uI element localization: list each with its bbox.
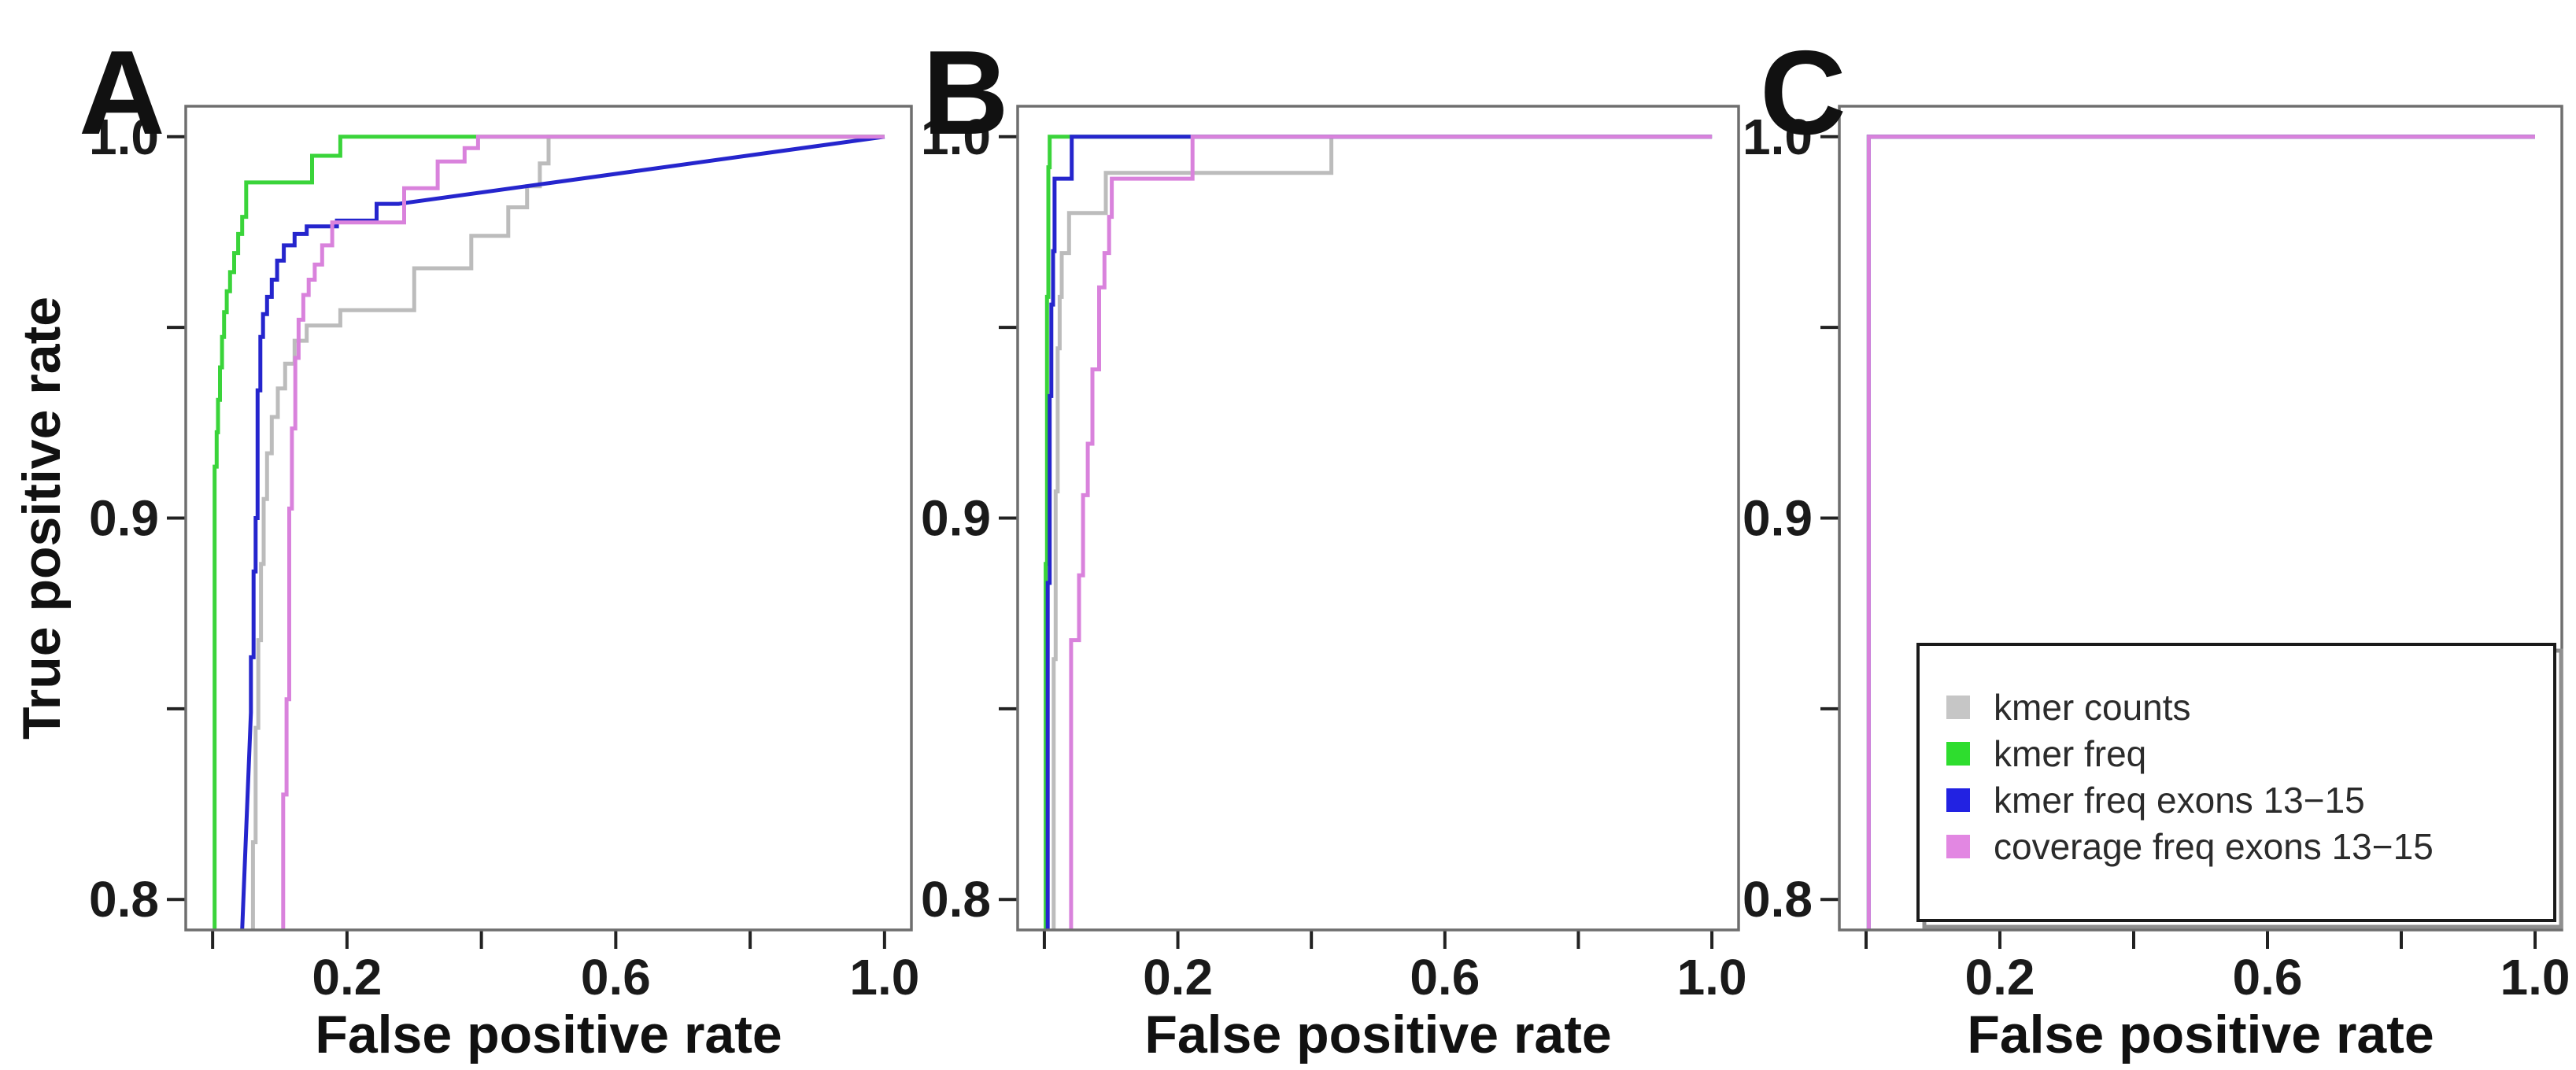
series-line-kmer_freq_exons [1045, 135, 1713, 930]
legend-label-kmer_freq: kmer freq [1994, 733, 2146, 774]
panel-letter-B: B [922, 26, 1009, 160]
legend-swatch-kmer_counts [1946, 696, 1970, 719]
series-group [213, 135, 885, 930]
x-tick-label: 1.0 [1677, 949, 1747, 1005]
legend-swatch-kmer_freq_exons [1946, 788, 1970, 812]
y-tick-label: 0.8 [1743, 871, 1813, 928]
roc-panel-C: 0.2 0.6 1.0 1.0 0.9 0.8 False positive rate C [1743, 26, 2570, 1064]
series-line-coverage_freq_exons [1866, 135, 2535, 930]
series-line-coverage_freq_exons [1069, 135, 1713, 930]
y-tick-label: 0.9 [921, 490, 991, 547]
legend-label-coverage_freq_exons: coverage freq exons 13−15 [1994, 826, 2434, 867]
x-tick-label: 0.6 [1410, 949, 1480, 1005]
legend-swatch-kmer_freq [1946, 742, 1970, 766]
legend-swatch-coverage_freq_exons [1946, 835, 1970, 858]
y-tick-label: 0.8 [89, 871, 159, 928]
y-tick-label: 0.8 [921, 871, 991, 928]
y-tick-label: 0.9 [1743, 490, 1813, 547]
legend: kmer counts kmer freq kmer freq exons 13−1… [1916, 643, 2563, 929]
legend-item: kmer freq exons 13−15 [1946, 780, 2365, 821]
x-tick-label: 1.0 [849, 949, 919, 1005]
x-tick-label: 1.0 [2500, 949, 2570, 1005]
series-line-kmer_freq_exons [240, 135, 885, 930]
x-tick-label: 0.2 [1965, 949, 2035, 1005]
x-tick-label: 0.6 [581, 949, 651, 1005]
series-line-coverage_freq_exons [281, 135, 885, 930]
legend-label-kmer_counts: kmer counts [1994, 687, 2191, 728]
x-axis-title: False positive rate [1144, 1005, 1611, 1064]
roc-panel-B: 0.2 0.6 1.0 1.0 0.9 0.8 False positive rate B [921, 26, 1747, 1064]
y-tick-label: 1.0 [89, 109, 159, 165]
plot-frame [1016, 105, 1740, 932]
x-tick-label: 0.6 [2233, 949, 2303, 1005]
x-tick-label: 0.2 [312, 949, 382, 1005]
series-line-kmer_freq [1044, 135, 1713, 930]
series-line-kmer_counts [1051, 135, 1713, 930]
legend-item: coverage freq exons 13−15 [1946, 826, 2434, 867]
legend-box [1916, 643, 2556, 922]
y-axis-title: True positive rate [12, 297, 72, 740]
x-axis-title: False positive rate [1967, 1005, 2434, 1064]
panel-letter-A: A [79, 26, 165, 160]
legend-item: kmer freq [1946, 733, 2146, 774]
series-group [1044, 135, 1713, 930]
legend-label-kmer_freq_exons: kmer freq exons 13−15 [1994, 780, 2365, 821]
panel-letter-C: C [1760, 26, 1846, 160]
plot-frame [1838, 105, 2563, 932]
series-group [1866, 135, 2535, 930]
legend-item: kmer counts [1946, 687, 2191, 728]
y-tick-label: 1.0 [1743, 109, 1813, 165]
y-tick-label: 1.0 [921, 109, 991, 165]
x-axis-title: False positive rate [315, 1005, 782, 1064]
y-tick-label: 0.9 [89, 490, 159, 547]
roc-panel-A: 0.2 0.6 1.0 1.0 0.9 0.8 False positive rate Tru… [12, 26, 919, 1064]
x-tick-label: 0.2 [1143, 949, 1213, 1005]
series-line-kmer_freq [213, 135, 885, 930]
plot-frame [184, 105, 913, 932]
